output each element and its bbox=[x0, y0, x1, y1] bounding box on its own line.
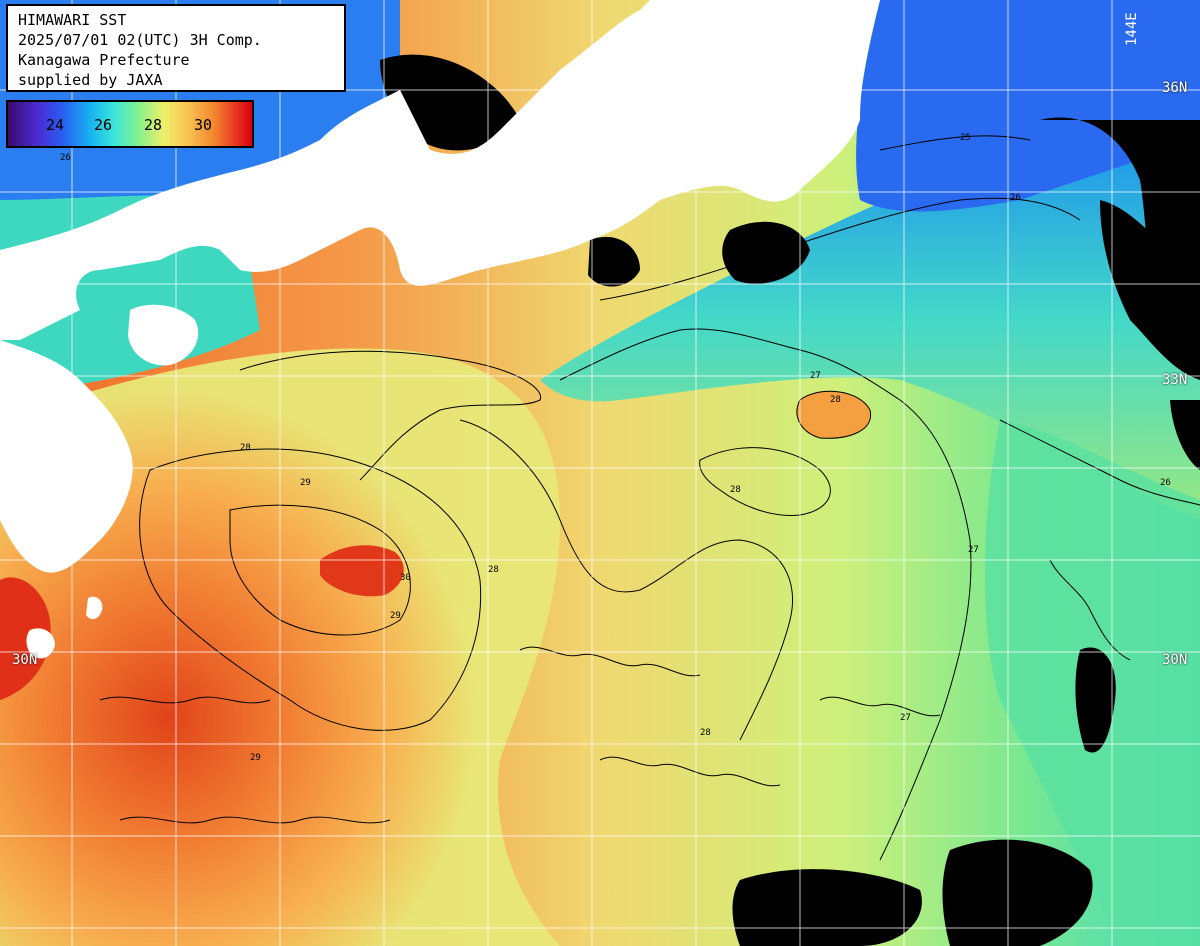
contour-label: 28 bbox=[830, 395, 841, 405]
color-scale-tick: 28 bbox=[144, 116, 163, 134]
contour-28-eddy bbox=[796, 390, 872, 439]
contour-29-inner bbox=[229, 504, 411, 636]
land-island-b bbox=[26, 628, 55, 659]
contour-label: 26 bbox=[1160, 478, 1171, 488]
contour-label: 27 bbox=[968, 545, 979, 555]
contour-label: 29 bbox=[300, 478, 311, 488]
land-island-d bbox=[830, 89, 849, 109]
contour-wiggle-5 bbox=[119, 816, 391, 824]
contour-label: 29 bbox=[390, 611, 401, 621]
land-kii-peninsula bbox=[0, 340, 133, 573]
latitude-label-30n-west: 30N bbox=[12, 652, 38, 668]
latitude-label-30n-east: 30N bbox=[1162, 652, 1188, 668]
contour-25-north bbox=[879, 135, 1031, 151]
color-scale-tick: 24 bbox=[46, 116, 65, 134]
hot-spot-west bbox=[0, 577, 51, 700]
contour-26-north bbox=[599, 197, 1081, 301]
contour-28-north bbox=[239, 350, 542, 481]
contour-label: 25 bbox=[960, 133, 971, 143]
contour-wiggle-2 bbox=[599, 756, 781, 787]
contour-label: 27 bbox=[900, 713, 911, 723]
contour-wiggle-6 bbox=[1049, 559, 1131, 661]
contour-27-north bbox=[559, 328, 901, 401]
contour-label: 28 bbox=[488, 565, 499, 575]
land-boso-peninsula bbox=[757, 136, 808, 189]
land-honshu bbox=[0, 0, 880, 340]
contour-label: 30 bbox=[400, 573, 411, 583]
product-title: HIMAWARI SST bbox=[18, 11, 127, 29]
cloud-patch-east-mid bbox=[1075, 647, 1116, 753]
agency-label: Kanagawa Prefecture bbox=[18, 51, 190, 69]
cool-north-water bbox=[540, 120, 1200, 520]
cloud-patch-bay bbox=[722, 221, 810, 284]
warm-eddy-28 bbox=[796, 391, 871, 439]
contour-label: 26 bbox=[60, 153, 71, 163]
contour-label: 27 bbox=[810, 371, 821, 381]
cloud-patch-far-east bbox=[1170, 400, 1200, 470]
contour-label: 26 bbox=[1010, 193, 1021, 203]
cloud-patch-southeast bbox=[942, 839, 1093, 946]
contour-28-east bbox=[699, 447, 831, 516]
contour-label: 28 bbox=[240, 443, 251, 453]
contour-26-east bbox=[999, 419, 1200, 506]
info-box: HIMAWARI SST 2025/07/01 02(UTC) 3H Comp.… bbox=[6, 4, 346, 92]
contour-wiggle-3 bbox=[819, 696, 941, 717]
contour-label: 29 bbox=[250, 753, 261, 763]
contour-29-main bbox=[139, 448, 482, 731]
land-island-a bbox=[475, 148, 499, 180]
land-shikoku-tip bbox=[128, 304, 199, 366]
contour-wiggle-4 bbox=[99, 696, 271, 704]
contour-wiggle-1 bbox=[519, 646, 701, 677]
contour-label: 28 bbox=[730, 485, 741, 495]
land-izu-peninsula bbox=[517, 194, 549, 233]
contour-labels: 29 30 29 28 28 28 28 27 27 26 26 25 28 2… bbox=[60, 133, 1171, 763]
land-island-c bbox=[86, 596, 103, 620]
longitude-label-144e: 144E bbox=[1124, 12, 1140, 46]
color-scale-tick: 30 bbox=[194, 116, 213, 134]
color-scale-tick: 26 bbox=[94, 116, 113, 134]
cloud-patch-coast bbox=[588, 236, 640, 287]
color-scale-bar: 24 26 28 30 bbox=[6, 100, 254, 148]
timestamp-label: 2025/07/01 02(UTC) 3H Comp. bbox=[18, 31, 262, 49]
contour-label: 28 bbox=[700, 728, 711, 738]
cold-coastal-water bbox=[856, 0, 1200, 212]
latitude-label-33n: 33N bbox=[1162, 372, 1188, 388]
cloud-patch-east bbox=[1100, 200, 1200, 380]
credit-label: supplied by JAXA bbox=[18, 71, 163, 89]
hot-spot-region bbox=[320, 545, 404, 597]
cloud-patch-south bbox=[732, 869, 922, 946]
latitude-label-36n: 36N bbox=[1162, 80, 1188, 96]
contour-27-east bbox=[879, 399, 972, 861]
